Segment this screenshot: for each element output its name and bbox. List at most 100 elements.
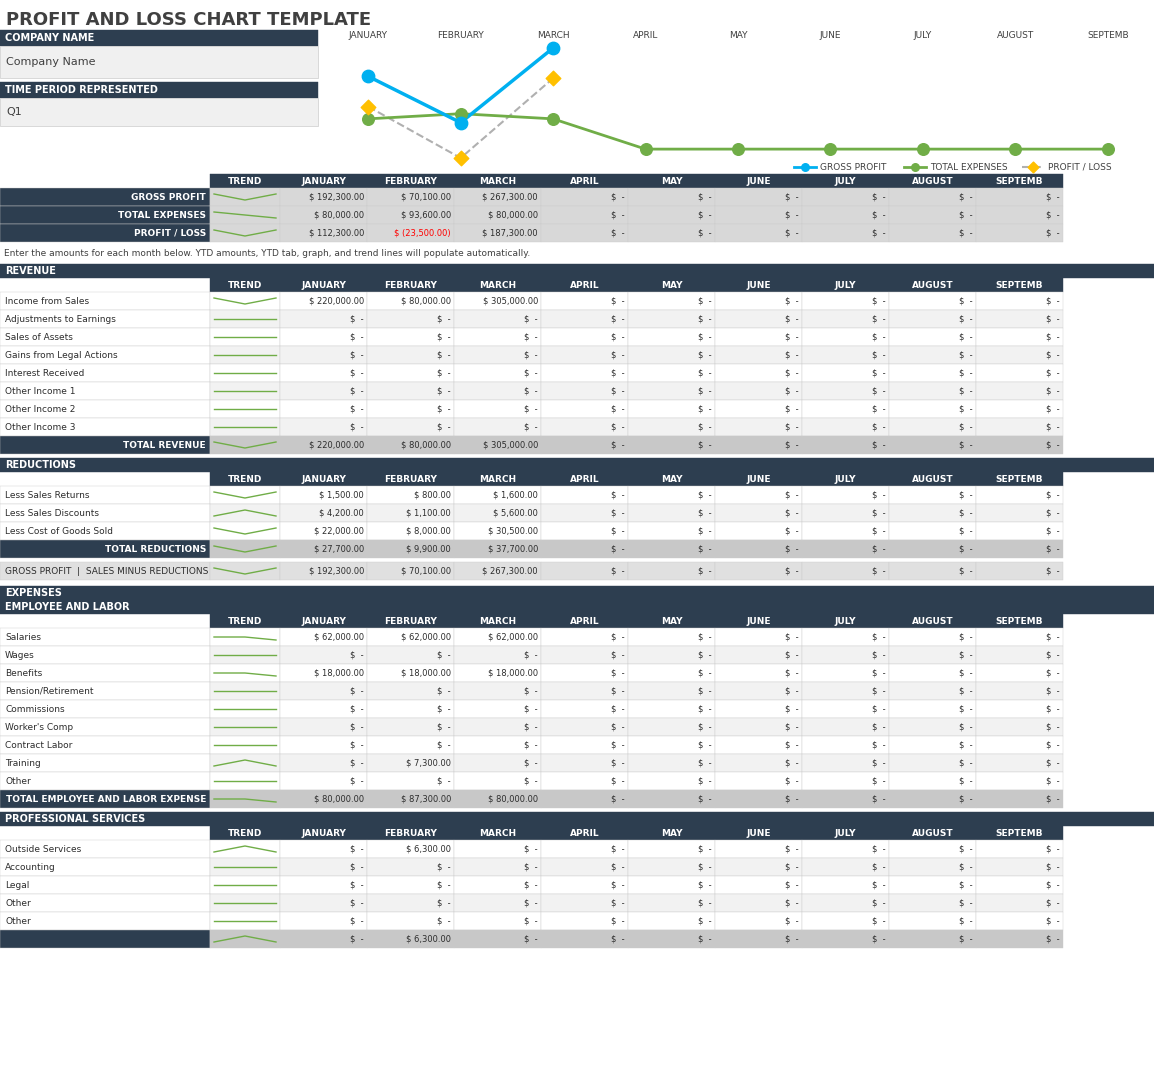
Text: JULY: JULY — [914, 32, 932, 40]
Text: $ 192,300.00: $ 192,300.00 — [308, 566, 364, 575]
Text: $  -: $ - — [612, 193, 625, 201]
Text: $  -: $ - — [612, 526, 625, 536]
Bar — [715, 700, 802, 718]
Bar — [367, 328, 454, 346]
Bar — [0, 504, 210, 522]
Text: $ 93,600.00: $ 93,600.00 — [400, 210, 451, 220]
Text: FEBRUARY: FEBRUARY — [384, 616, 437, 625]
Text: $  -: $ - — [437, 315, 451, 323]
Text: JULY: JULY — [834, 616, 856, 625]
Text: $  -: $ - — [872, 440, 886, 450]
Text: $  -: $ - — [786, 844, 799, 854]
Text: PROFESSIONAL SERVICES: PROFESSIONAL SERVICES — [5, 813, 145, 824]
Bar — [0, 486, 210, 504]
Text: PROFIT AND LOSS CHART TEMPLATE: PROFIT AND LOSS CHART TEMPLATE — [6, 11, 372, 29]
Text: $  -: $ - — [437, 881, 451, 890]
Text: $  -: $ - — [1047, 193, 1061, 201]
Text: $  -: $ - — [786, 934, 799, 943]
Bar — [715, 772, 802, 790]
Text: $ 18,000.00: $ 18,000.00 — [314, 669, 364, 677]
Bar — [715, 840, 802, 858]
Text: $  -: $ - — [1047, 404, 1061, 414]
Bar — [889, 486, 976, 504]
Text: $  -: $ - — [786, 633, 799, 641]
Bar — [541, 628, 628, 646]
Point — [1006, 140, 1025, 158]
Bar — [280, 911, 367, 930]
Text: JUNE: JUNE — [747, 281, 771, 290]
Text: MARCH: MARCH — [479, 616, 516, 625]
Text: SEPTEMB: SEPTEMB — [1087, 32, 1129, 40]
Bar — [976, 628, 1063, 646]
Text: $ 70,100.00: $ 70,100.00 — [400, 193, 451, 201]
Text: $  -: $ - — [786, 440, 799, 450]
Bar — [367, 188, 454, 206]
Text: $  -: $ - — [524, 315, 538, 323]
Text: $  -: $ - — [1047, 705, 1061, 713]
Bar — [628, 206, 715, 224]
Bar — [889, 840, 976, 858]
Bar — [628, 840, 715, 858]
Text: $  -: $ - — [786, 898, 799, 907]
Bar — [367, 894, 454, 911]
Bar — [0, 292, 210, 310]
Bar — [541, 188, 628, 206]
Text: $  -: $ - — [1047, 633, 1061, 641]
Text: $ 22,000.00: $ 22,000.00 — [314, 526, 364, 536]
Bar — [976, 718, 1063, 736]
Text: $ 80,000.00: $ 80,000.00 — [488, 795, 538, 804]
Bar — [715, 876, 802, 894]
Bar — [280, 718, 367, 736]
Text: $  -: $ - — [524, 650, 538, 660]
Bar — [715, 646, 802, 664]
Bar — [0, 310, 210, 328]
Bar — [280, 400, 367, 418]
Bar — [280, 682, 367, 700]
Bar — [210, 646, 280, 664]
Bar — [541, 540, 628, 558]
Bar — [541, 562, 628, 580]
Text: $  -: $ - — [698, 210, 712, 220]
Text: $  -: $ - — [872, 404, 886, 414]
Bar — [976, 790, 1063, 808]
Bar — [976, 224, 1063, 242]
Text: $  -: $ - — [786, 351, 799, 359]
Bar — [0, 46, 319, 78]
Bar — [454, 664, 541, 682]
Text: $  -: $ - — [872, 315, 886, 323]
Text: $  -: $ - — [786, 526, 799, 536]
Text: $  -: $ - — [872, 210, 886, 220]
Text: $ 5,600.00: $ 5,600.00 — [493, 509, 538, 517]
Bar — [280, 522, 367, 540]
Bar — [628, 504, 715, 522]
Text: $  -: $ - — [872, 776, 886, 785]
Text: JUNE: JUNE — [747, 829, 771, 837]
Bar — [0, 436, 210, 454]
Bar — [715, 382, 802, 400]
Bar — [210, 328, 280, 346]
Bar — [976, 664, 1063, 682]
Text: $  -: $ - — [612, 423, 625, 431]
Text: Interest Received: Interest Received — [5, 368, 84, 378]
Bar — [715, 540, 802, 558]
Bar — [628, 486, 715, 504]
Bar — [280, 700, 367, 718]
Text: $  -: $ - — [1047, 722, 1061, 732]
Bar — [454, 858, 541, 876]
Bar — [210, 540, 280, 558]
Text: $  -: $ - — [872, 741, 886, 749]
Bar — [541, 310, 628, 328]
Text: $  -: $ - — [698, 332, 712, 342]
Text: $  -: $ - — [612, 650, 625, 660]
Text: $  -: $ - — [612, 315, 625, 323]
Text: $  -: $ - — [612, 705, 625, 713]
Bar — [0, 754, 210, 772]
Bar — [802, 400, 889, 418]
Text: JANUARY: JANUARY — [301, 176, 346, 185]
Text: $  -: $ - — [698, 509, 712, 517]
Bar — [0, 188, 210, 206]
Text: $  -: $ - — [437, 423, 451, 431]
Text: Sales of Assets: Sales of Assets — [5, 332, 73, 342]
Text: $  -: $ - — [786, 296, 799, 306]
Point — [544, 70, 562, 87]
